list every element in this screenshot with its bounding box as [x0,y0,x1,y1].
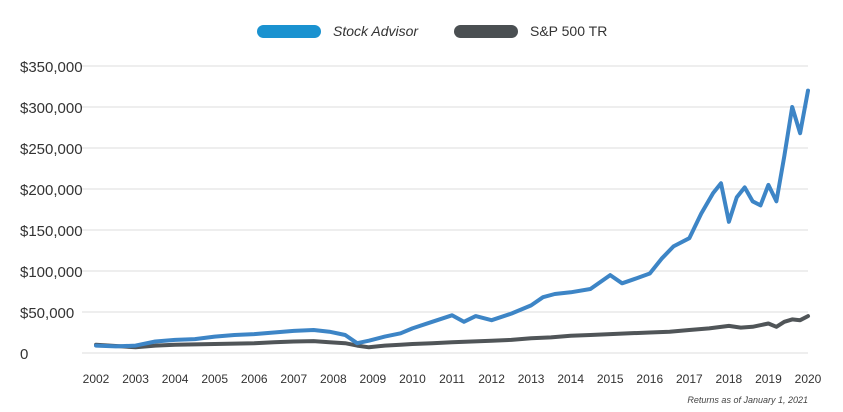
x-tick-label: 2007 [280,372,307,386]
x-tick-label: 2016 [636,372,663,386]
x-tick-label: 2010 [399,372,426,386]
y-tick-label: $200,000 [20,182,83,199]
x-tick-label: 2012 [478,372,505,386]
x-tick-label: 2003 [122,372,149,386]
x-tick-label: 2009 [360,372,387,386]
series-line-sp500-tr [94,314,810,350]
grid-lines [82,65,808,354]
legend-swatch-sp500-tr [454,25,518,38]
x-tick-label: 2004 [162,372,189,386]
x-tick-label: 2011 [439,372,465,386]
x-tick-label: 2020 [795,372,822,386]
x-tick-label: 2019 [755,372,782,386]
y-tick-label: $150,000 [20,223,83,240]
series-line-stock-advisor [94,88,810,349]
legend-label-sp500-tr: S&P 500 TR [530,23,607,39]
x-tick-label: 2006 [241,372,268,386]
x-tick-label: 2013 [518,372,545,386]
x-tick-label: 2014 [557,372,584,386]
y-tick-label: $100,000 [20,264,83,281]
footnote: Returns as of January 1, 2021 [687,395,808,405]
x-tick-label: 2008 [320,372,347,386]
y-tick-label: $250,000 [20,141,83,158]
x-tick-label: 2018 [716,372,743,386]
x-axis-tick-labels: 2002 2003 2004 2005 2006 2007 2008 2009 2010 2011… [83,372,822,386]
y-tick-label: $300,000 [20,100,83,117]
x-tick-label: 2015 [597,372,624,386]
y-tick-label: 0 [20,346,28,363]
legend: Stock Advisor S&P 500 TR [257,23,607,39]
x-tick-label: 2005 [201,372,228,386]
legend-swatch-stock-advisor [257,25,321,38]
series-lines [94,88,810,350]
legend-label-stock-advisor: Stock Advisor [333,23,419,39]
y-tick-label: $350,000 [20,59,83,76]
y-axis-tick-labels: 0 $50,000 $100,000 $150,000 $200,000 $250,000… [20,59,83,363]
x-tick-label: 2017 [676,372,703,386]
y-tick-label: $50,000 [20,305,74,322]
x-tick-label: 2002 [83,372,110,386]
